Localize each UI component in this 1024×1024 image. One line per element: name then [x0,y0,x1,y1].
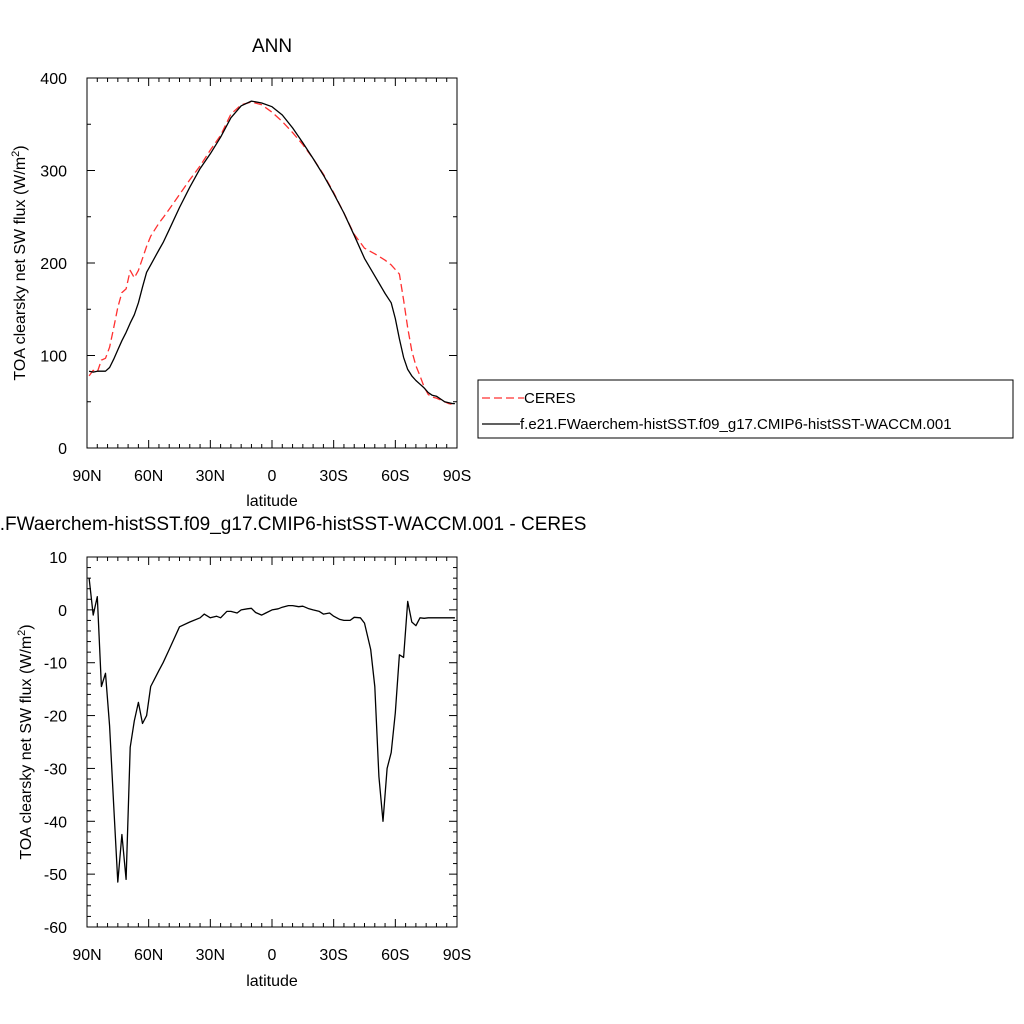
bottom-panel-title: f.e21.FWaerchem-histSST.f09_g17.CMIP6-hi… [0,514,586,535]
bottom-panel: f.e21.FWaerchem-histSST.f09_g17.CMIP6-hi… [0,514,586,990]
y-tick-label: -40 [44,814,67,831]
top-panel-ticks: 90N 60N 30N 0 30S 60S 90S 0 100 200 300 400 [40,71,471,485]
bottom-panel-xlabel: latitude [246,973,298,990]
top-panel: ANN 90N 60N 30N 0 30S 60S 90S 0 100 200 300 400 lat… [10,36,471,510]
x-tick-label: 60N [134,468,163,485]
bottom-panel-series [88,578,455,883]
y-tick-label: 0 [58,441,67,458]
x-tick-label: 60S [381,947,409,964]
x-tick-label: 90S [443,468,471,485]
y-tick-label: 100 [40,349,67,366]
y-tick-label: 400 [40,71,67,88]
y-tick-label: 0 [58,603,67,620]
y-tick-label: -50 [44,867,67,884]
legend-box [477,379,1014,439]
top-panel-series [88,100,456,406]
y-tick-label: -60 [44,920,67,937]
legend-label-model: f.e21.FWaerchem-histSST.f09_g17.CMIP6-hi… [520,416,952,433]
top-panel-ylabel: TOA clearsky net SW flux (W/m2) [10,145,29,380]
y-tick-label: 300 [40,164,67,181]
difference-series-line [88,578,455,883]
top-panel-title: ANN [252,36,292,57]
ceres-series-line [88,101,456,406]
bottom-panel-ylabel: TOA clearsky net SW flux (W/m2) [16,624,35,859]
model-series-line [88,100,455,405]
top-panel-xlabel: latitude [246,493,298,510]
x-tick-label: 0 [268,468,277,485]
y-tick-label: -10 [44,656,67,673]
bottom-panel-frame [86,556,458,928]
legend-label-ceres: CERES [524,390,576,407]
bottom-panel-ticks: 90N 60N 30N 0 30S 60S 90S 10 0 -10 -20 -30 -40 -50 -60 [44,550,471,964]
x-tick-label: 60N [134,947,163,964]
x-tick-label: 30S [319,947,347,964]
x-tick-label: 30S [319,468,347,485]
x-tick-label: 90N [72,947,101,964]
top-panel-frame [86,77,458,449]
x-tick-label: 60S [381,468,409,485]
x-tick-label: 90S [443,947,471,964]
x-tick-label: 30N [196,468,225,485]
legend: CERES f.e21.FWaerchem-histSST.f09_g17.CM… [477,379,1014,439]
y-tick-label: -30 [44,761,67,778]
x-tick-label: 90N [72,468,101,485]
y-tick-label: -20 [44,709,67,726]
y-tick-label: 200 [40,256,67,273]
y-tick-label: 10 [49,550,67,567]
x-tick-label: 30N [196,947,225,964]
x-tick-label: 0 [268,947,277,964]
